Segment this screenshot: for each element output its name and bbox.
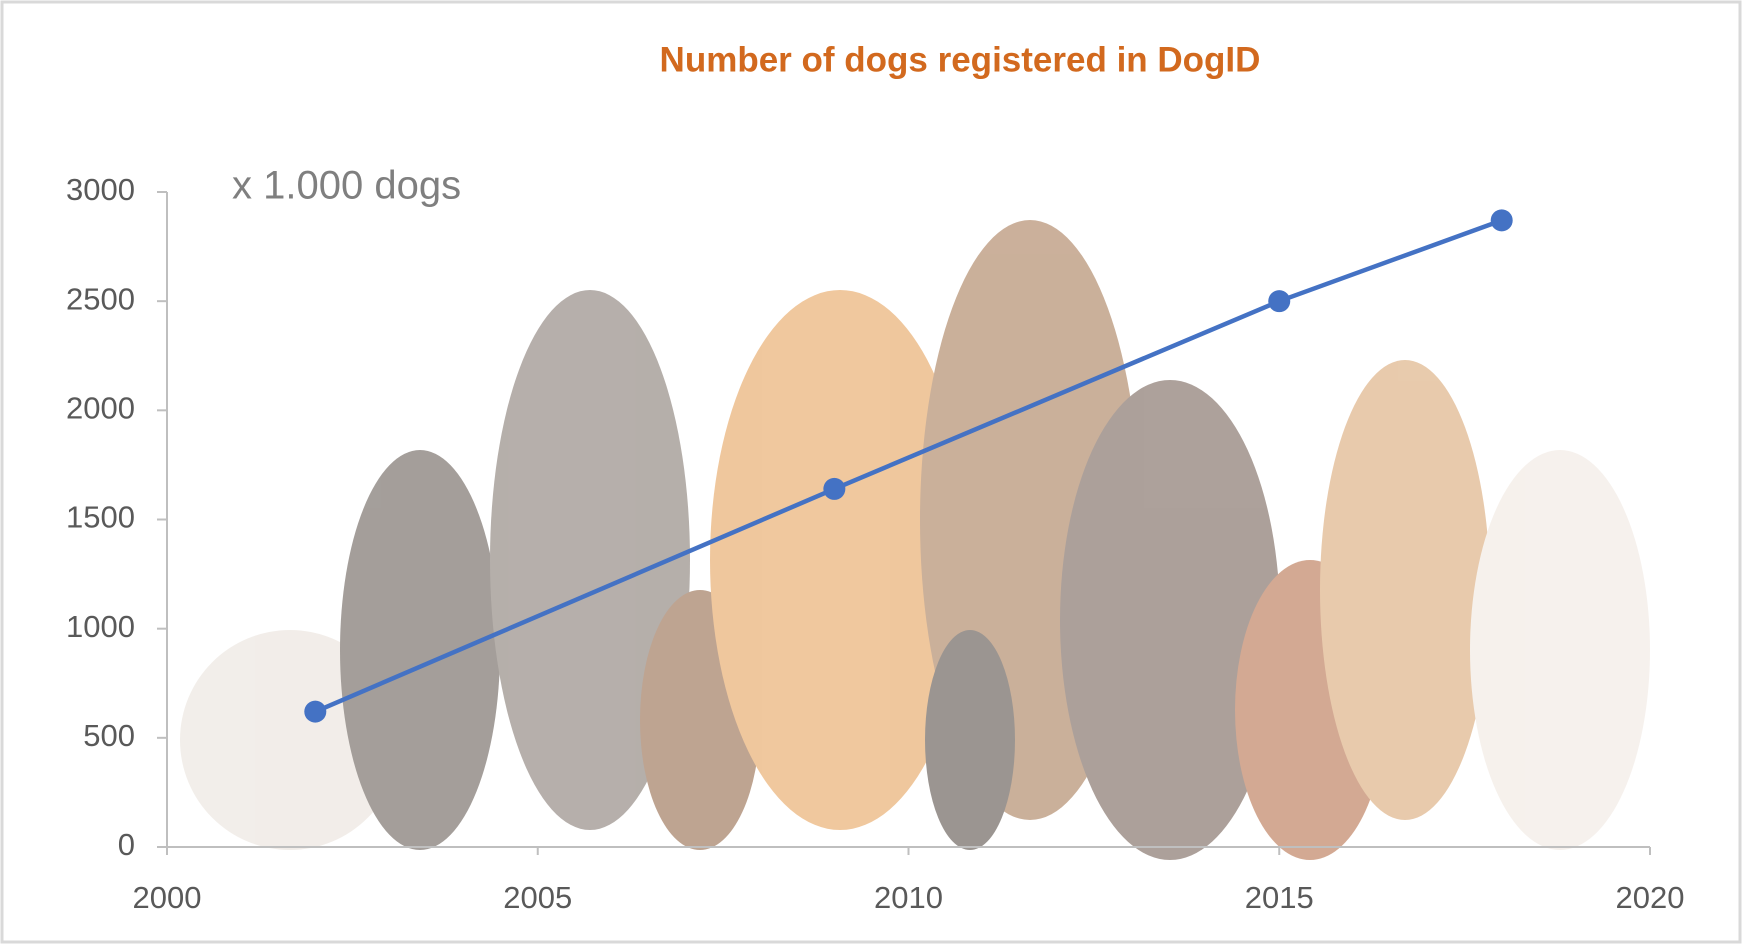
y-tick-label: 2000 bbox=[66, 391, 135, 426]
x-tick-label: 2020 bbox=[1616, 880, 1685, 915]
chart-title: Number of dogs registered in DogID bbox=[660, 40, 1261, 79]
x-tick-label: 2000 bbox=[133, 880, 202, 915]
data-point bbox=[1268, 290, 1290, 312]
y-tick-label: 1500 bbox=[66, 500, 135, 535]
y-tick-label: 1000 bbox=[66, 609, 135, 644]
data-point bbox=[304, 701, 326, 723]
annotation: x 1.000 dogs bbox=[232, 164, 461, 208]
chart: Number of dogs registered in DogID x 1.0… bbox=[0, 0, 1742, 944]
y-tick-label: 2500 bbox=[66, 281, 135, 316]
data-point bbox=[1491, 209, 1513, 231]
y-tick-label: 500 bbox=[83, 718, 135, 753]
data-point bbox=[823, 478, 845, 500]
x-tick-label: 2010 bbox=[874, 880, 943, 915]
y-tick-label: 3000 bbox=[66, 172, 135, 207]
y-tick-label: 0 bbox=[118, 827, 135, 862]
x-tick-label: 2015 bbox=[1245, 880, 1314, 915]
x-tick-label: 2005 bbox=[503, 880, 572, 915]
